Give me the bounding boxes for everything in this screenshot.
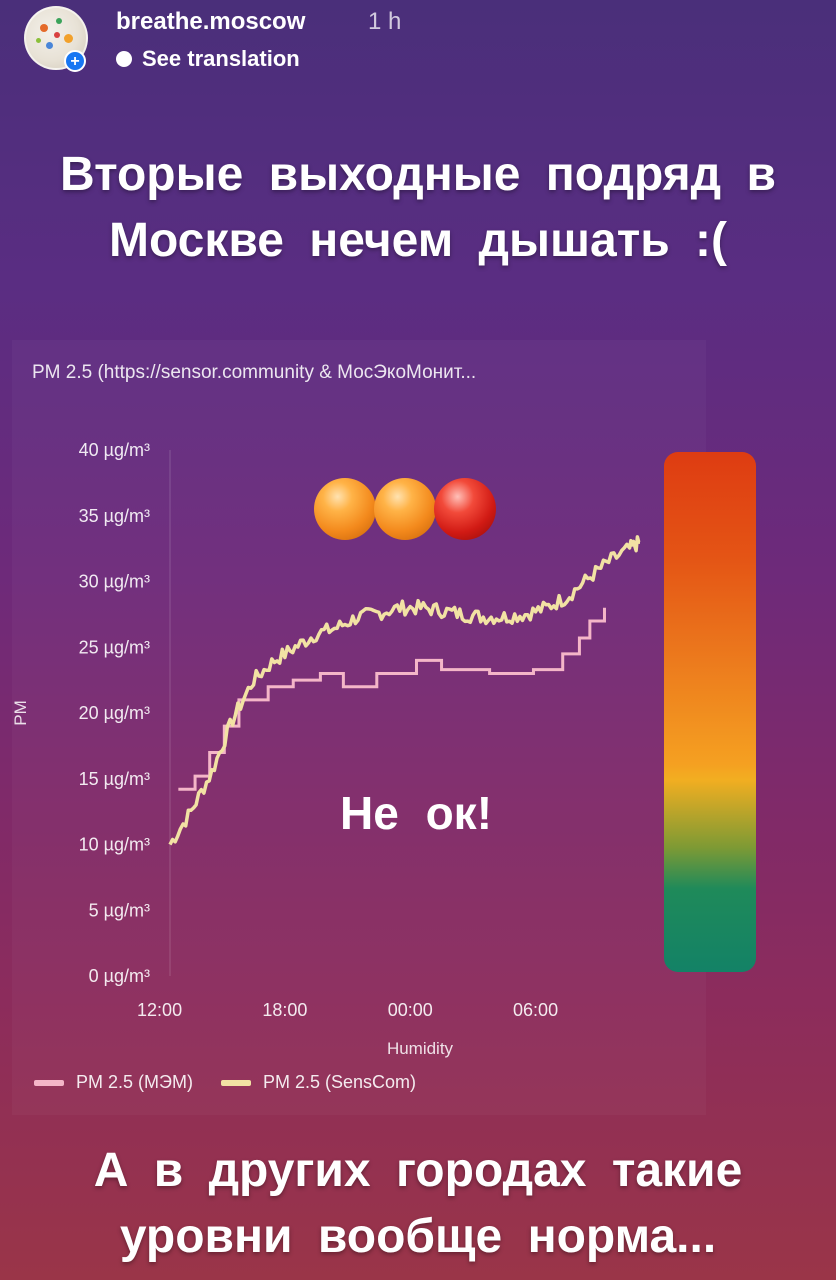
air-quality-colorbar <box>664 452 756 972</box>
series-line-senscom <box>168 535 641 846</box>
legend-swatch-senscom <box>220 1079 251 1086</box>
chart-legend: PM 2.5 (МЭМ) PM 2.5 (SensCom) <box>34 1072 416 1093</box>
headline-top-line1: Вторые выходные подряд в <box>60 148 776 201</box>
orange-ball-icon <box>374 478 436 540</box>
y-tick-label: 0 µg/m³ <box>89 966 150 986</box>
y-tick-label: 5 µg/m³ <box>89 900 150 920</box>
y-tick-label: 40 µg/m³ <box>79 440 150 460</box>
headline-bottom-line1: А в других городах такие <box>93 1144 743 1197</box>
y-tick-label: 25 µg/m³ <box>79 637 150 657</box>
headline-bottom-line2: уровни вообще норма... <box>119 1210 717 1263</box>
legend-item-mem[interactable]: PM 2.5 (МЭМ) <box>34 1072 193 1093</box>
traffic-balls-sticker <box>314 478 496 540</box>
chart-card: PM 2.5 (https://sensor.community & МосЭк… <box>12 340 706 1115</box>
chart-title: PM 2.5 (https://sensor.community & МосЭк… <box>32 362 477 383</box>
y-tick-label: 35 µg/m³ <box>79 506 150 526</box>
x-tick-label: 00:00 <box>388 1000 433 1020</box>
headline-top-line2: Москве нечем дышать :( <box>108 214 728 267</box>
legend-label-senscom: PM 2.5 (SensCom) <box>262 1072 416 1092</box>
x-tick-label: 06:00 <box>513 1000 558 1020</box>
y-tick-label: 30 µg/m³ <box>79 572 150 592</box>
y-tick-label: 15 µg/m³ <box>79 769 150 789</box>
plus-icon[interactable]: + <box>64 50 86 72</box>
legend-swatch-mem <box>34 1079 64 1086</box>
x-tick-label: 12:00 <box>137 1000 182 1020</box>
legend-item-senscom[interactable]: PM 2.5 (SensCom) <box>220 1072 416 1093</box>
see-translation-button[interactable]: See translation <box>116 46 300 72</box>
see-translation-label: See translation <box>142 46 300 71</box>
pm-chart: 0 µg/m³ 5 µg/m³ 10 µg/m³ 15 µg/m³ 20 µg/m³ 25… <box>12 440 641 1058</box>
y-tick-label: 20 µg/m³ <box>79 703 150 723</box>
post-time: 1 h <box>368 8 402 35</box>
x-axis-title: Humidity <box>387 1039 454 1058</box>
y-axis-title: PM <box>12 700 30 726</box>
y-tick-label: 10 µg/m³ <box>79 835 150 855</box>
series-line-mem <box>178 607 606 791</box>
username[interactable]: breathe.moscow <box>116 8 306 35</box>
not-ok-sticker: Не ок! <box>340 787 493 839</box>
avatar[interactable] <box>24 6 88 70</box>
x-tick-label: 18:00 <box>262 1000 307 1020</box>
headline-bottom: А в других городах такие уровни вообще н… <box>40 1138 796 1270</box>
legend-label-mem: PM 2.5 (МЭМ) <box>76 1072 193 1092</box>
red-ball-icon <box>434 478 496 540</box>
story-header: + breathe.moscow 1 h See translation <box>24 6 804 76</box>
translate-icon <box>116 51 132 67</box>
orange-ball-icon <box>314 478 376 540</box>
headline-top: Вторые выходные подряд в Москве нечем ды… <box>40 142 796 274</box>
